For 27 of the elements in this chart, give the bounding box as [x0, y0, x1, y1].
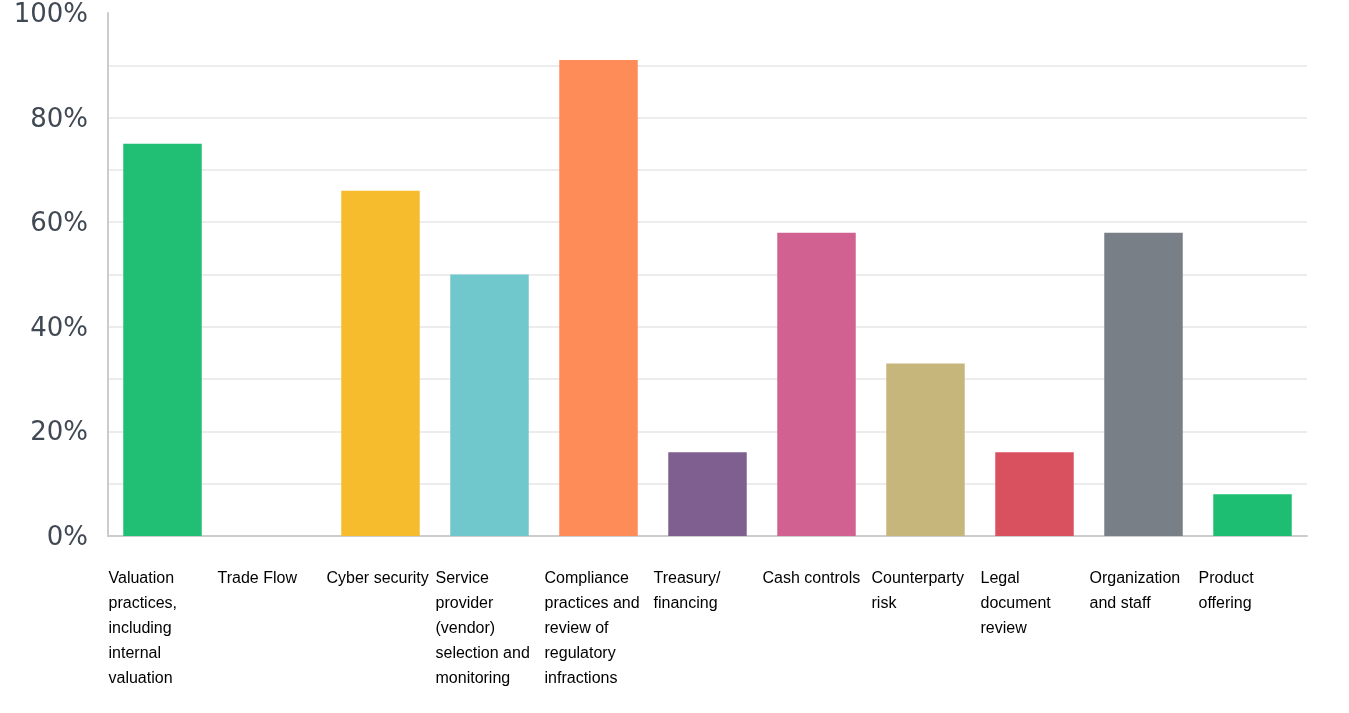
y-tick-label: 0% — [46, 521, 88, 551]
y-tick-label: 40% — [30, 311, 88, 342]
x-tick-label: Treasury/financing — [653, 569, 722, 611]
x-tick-label: Trade Flow — [217, 569, 298, 586]
bar — [668, 452, 747, 536]
y-tick-label: 60% — [30, 207, 88, 238]
bar — [450, 274, 529, 536]
x-tick-label: Product offering — [1198, 569, 1259, 611]
x-tick-label: Legal document review — [980, 569, 1056, 636]
bar — [995, 452, 1074, 536]
x-tick-label: Valuation practices, including internal valuation — [108, 569, 182, 686]
y-tick-label: 20% — [30, 416, 88, 447]
bar — [341, 190, 420, 536]
bar — [123, 143, 202, 536]
bar — [777, 232, 856, 536]
bar — [886, 363, 965, 536]
bar — [1213, 494, 1292, 536]
x-tick-label: Service provider (vendor) selection and monitoring — [435, 569, 535, 686]
y-tick-label: 100% — [13, 0, 88, 28]
x-tick-label: Cyber security — [326, 569, 429, 586]
x-tick-label: Cash controls — [762, 569, 861, 586]
x-tick-label: Compliance practices and review of regulatory infractions — [544, 569, 645, 686]
bar — [559, 60, 638, 536]
y-tick-label: 80% — [30, 102, 88, 133]
bar — [1104, 232, 1183, 536]
x-tick-label: Counterparty risk — [871, 569, 969, 611]
x-tick-label: Organization and staff — [1089, 569, 1185, 611]
